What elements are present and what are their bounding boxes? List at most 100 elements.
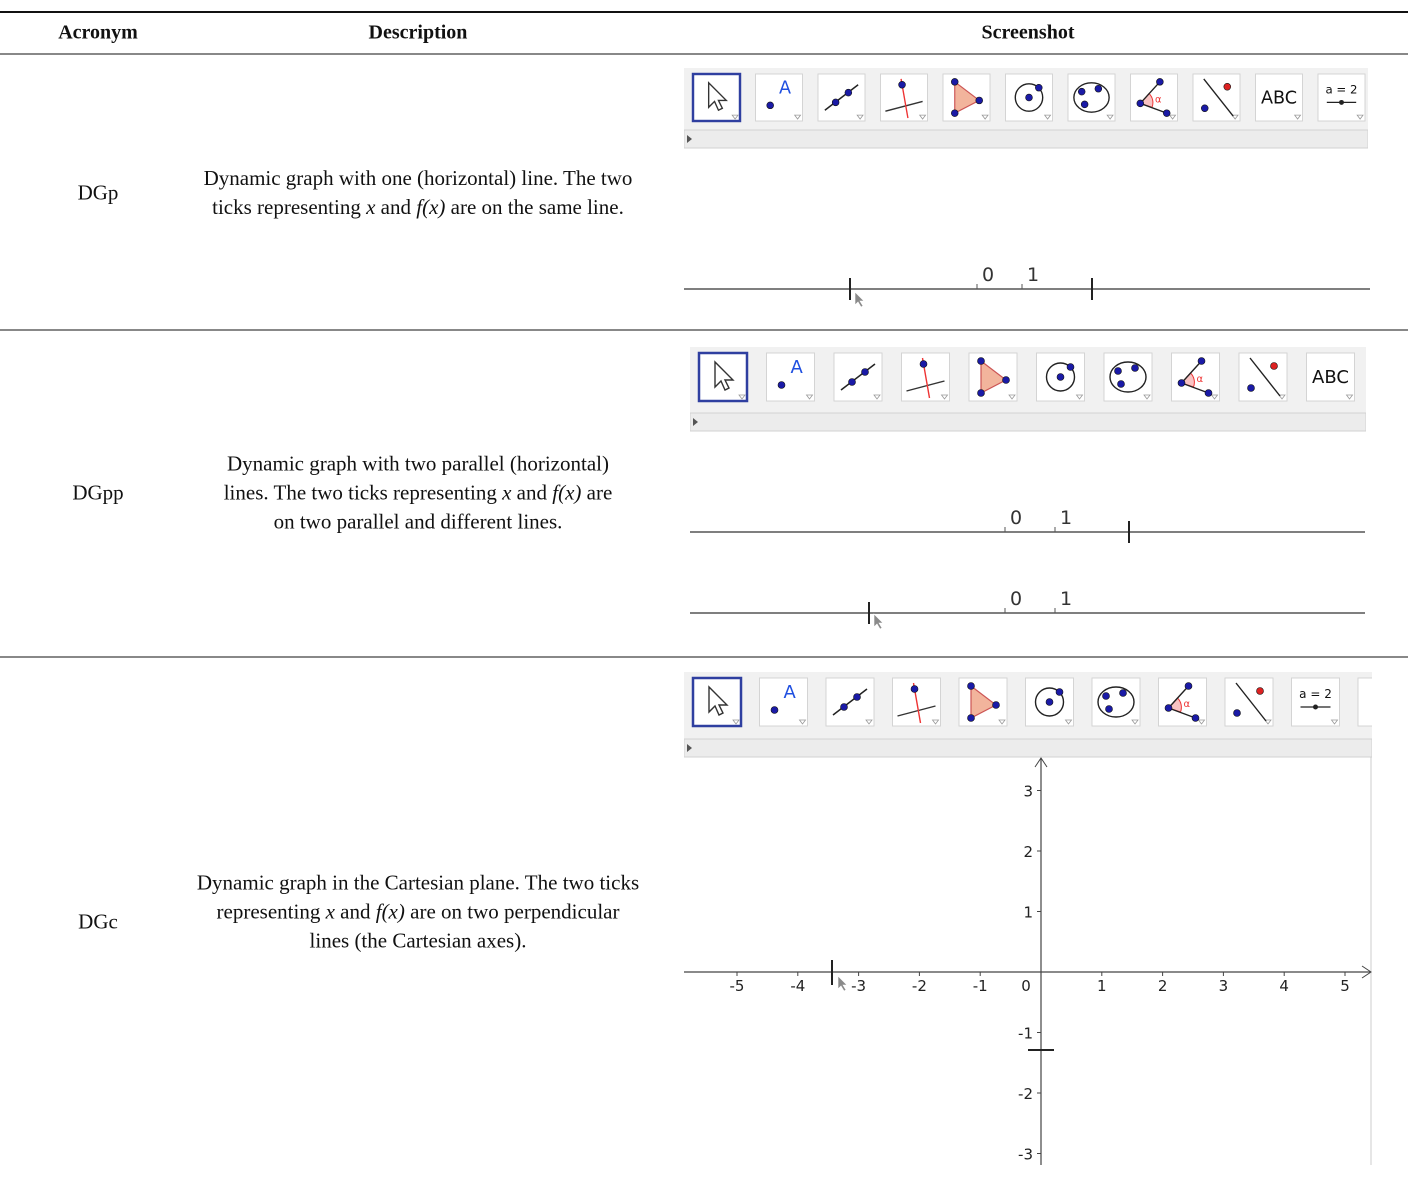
x-axis-label: -5 [730, 977, 745, 995]
number-label: 0 [982, 264, 994, 286]
tool-circle [1006, 74, 1053, 121]
number-label: 0 [1010, 588, 1022, 610]
point [1178, 380, 1185, 387]
description: Dynamic graph in the Cartesian plane. Th… [196, 869, 641, 956]
tool-perp [893, 678, 941, 726]
point [1067, 364, 1074, 371]
text-tool-label: ABC [1261, 88, 1297, 108]
point [1205, 390, 1212, 397]
point [1106, 706, 1113, 713]
x-axis-label: 4 [1279, 977, 1289, 995]
point [1271, 363, 1278, 370]
y-axis-label: -3 [1018, 1146, 1033, 1164]
mouse-cursor [855, 292, 864, 307]
point [1095, 85, 1102, 92]
header-screenshot: Screenshot [982, 19, 1075, 48]
tool-circle [1037, 353, 1085, 401]
tool-polygon [943, 74, 990, 121]
x-axis-label: 5 [1340, 977, 1350, 995]
point [976, 97, 983, 104]
point-label: A [784, 682, 797, 703]
point [841, 704, 848, 711]
slider-label: a = 2 [1326, 83, 1358, 97]
text: and [335, 900, 376, 924]
toolbar-strip [684, 130, 1368, 148]
tool-circle3 [1104, 353, 1152, 401]
tool-perp [881, 74, 928, 121]
point [951, 110, 958, 117]
point [1201, 105, 1208, 112]
point [1257, 688, 1264, 695]
tool-frame [1292, 678, 1340, 726]
y-axis-label: -1 [1018, 1025, 1033, 1043]
point [1185, 683, 1192, 690]
y-axis-label: 2 [1023, 843, 1033, 861]
y-axis-label: 1 [1023, 904, 1033, 922]
tool-line [826, 678, 874, 726]
point [1046, 699, 1053, 706]
point [1165, 705, 1172, 712]
tool-point: A [767, 353, 815, 401]
toolbar: AαABCa = 2 [684, 68, 1368, 148]
point [911, 686, 918, 693]
tool-frame [1131, 74, 1178, 121]
x-axis-label: -1 [973, 977, 988, 995]
tool-frame [1358, 678, 1406, 726]
tool-frame [1159, 678, 1207, 726]
point [968, 715, 975, 722]
point [1192, 715, 1199, 722]
tool-circle3 [1092, 678, 1140, 726]
point [968, 683, 975, 690]
text: are on the same line. [445, 195, 623, 219]
tool-angle: α [1159, 678, 1207, 726]
point [854, 694, 861, 701]
tool-line [818, 74, 865, 121]
point [1115, 368, 1122, 375]
tool-partial [1372, 699, 1376, 705]
point [1081, 101, 1088, 108]
point [1035, 84, 1042, 91]
x-axis-label: -3 [851, 977, 866, 995]
tool-arrow [1398, 720, 1404, 724]
tool-point: A [756, 74, 803, 121]
point [1118, 381, 1125, 388]
tool-reflect [1225, 678, 1273, 726]
tool-circle3 [1068, 74, 1115, 121]
mouse-cursor [874, 614, 883, 629]
text-tool-label: ABC [1312, 367, 1349, 388]
math: f(x) [416, 195, 445, 219]
tool-slider: a = 2 [1318, 74, 1365, 121]
point [771, 707, 778, 714]
tool-slider: a = 2 [1292, 678, 1340, 726]
point [993, 702, 1000, 709]
tool-frame [1225, 678, 1273, 726]
point [1103, 693, 1110, 700]
header-acronym: Acronym [58, 19, 138, 48]
point [951, 78, 958, 85]
point [978, 358, 985, 365]
description: Dynamic graph with one (horizontal) line… [193, 164, 643, 222]
point [1003, 377, 1010, 384]
point [1026, 94, 1033, 101]
tool-angle: α [1172, 353, 1220, 401]
math: x [326, 900, 335, 924]
point [1056, 689, 1063, 696]
point [778, 382, 785, 389]
toolbar-strip [684, 739, 1372, 757]
tool-polygon [959, 678, 1007, 726]
tool-frame [1193, 74, 1240, 121]
point [1132, 365, 1139, 372]
number-label: 1 [1027, 264, 1039, 286]
tool-frame [1068, 74, 1115, 121]
header-description: Description [369, 19, 468, 48]
point [845, 89, 852, 96]
acronym: DGp [78, 179, 119, 208]
math: f(x) [552, 481, 581, 505]
point [1057, 374, 1064, 381]
x-axis-label: 0 [1021, 977, 1031, 995]
number-label: 1 [1060, 507, 1072, 529]
point [849, 379, 856, 386]
x-axis-label: -2 [912, 977, 927, 995]
point [1078, 88, 1085, 95]
x-axis-label: 3 [1219, 977, 1229, 995]
